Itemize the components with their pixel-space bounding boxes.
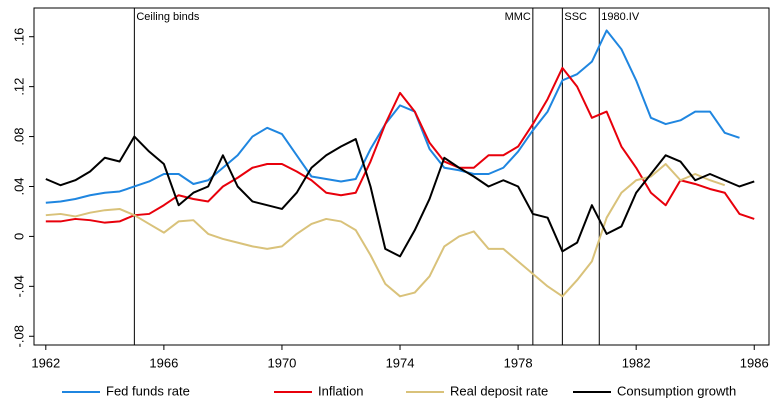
series-line (45, 163, 726, 298)
annotation-label: SSC (564, 11, 587, 23)
y-tick-label: .16 (11, 28, 26, 46)
legend-label: Inflation (318, 383, 364, 398)
y-tick-label: .04 (11, 177, 26, 195)
y-tick-label: 0 (11, 233, 26, 240)
y-tick-label: .12 (11, 78, 26, 96)
legend-label: Consumption growth (617, 383, 736, 398)
y-tick-label: .08 (11, 128, 26, 146)
y-tick-label: -.04 (11, 275, 26, 297)
x-tick-label: 1974 (386, 355, 415, 370)
annotation-label: MMC (505, 11, 531, 23)
x-tick-label: 1966 (149, 355, 178, 370)
annotation-label: 1980.IV (601, 11, 640, 23)
x-tick-label: 1978 (504, 355, 533, 370)
x-tick-label: 1982 (622, 355, 651, 370)
series-line (45, 66, 755, 224)
legend-label: Real deposit rate (450, 383, 548, 398)
y-tick-label: -.08 (11, 325, 26, 347)
series-line (45, 135, 755, 258)
series-line (45, 29, 740, 204)
x-tick-label: 1986 (740, 355, 769, 370)
x-tick-label: 1970 (267, 355, 296, 370)
plot-frame (33, 7, 770, 346)
x-tick-label: 1962 (31, 355, 60, 370)
annotation-label: Ceiling binds (136, 11, 199, 23)
legend-label: Fed funds rate (106, 383, 190, 398)
